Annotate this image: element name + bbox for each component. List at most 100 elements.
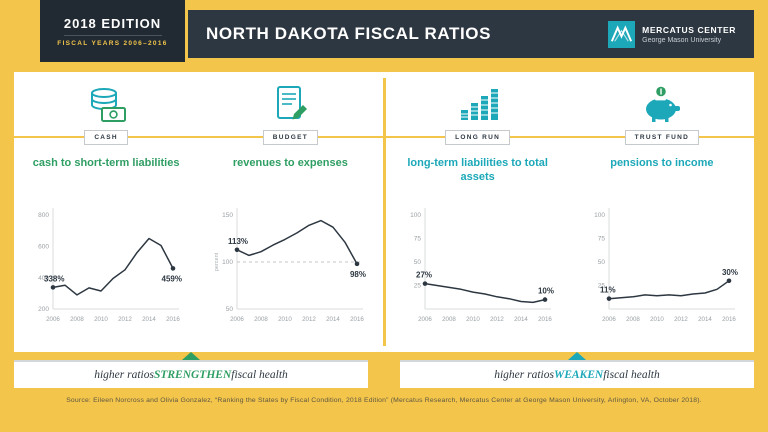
caption-prefix: higher ratios bbox=[94, 369, 154, 381]
panel-budget: BUDGET revenues to expenses 50 100 150 2006… bbox=[198, 80, 382, 352]
svg-text:2012: 2012 bbox=[490, 316, 504, 323]
cash-icon-svg bbox=[91, 88, 127, 122]
strengthen-half: CASH cash to short-term liabilities 200 4… bbox=[14, 72, 383, 352]
chart-title-trust-fund: pensions to income bbox=[610, 157, 714, 169]
category-chip-cash: CASH bbox=[84, 130, 128, 145]
chart-title-budget: revenues to expenses bbox=[232, 157, 348, 169]
category-chip-long-run: LONG RUN bbox=[445, 130, 511, 145]
strengthen-caption: higher ratios STRENGTHEN fiscal health bbox=[14, 352, 368, 388]
svg-text:800: 800 bbox=[38, 212, 49, 219]
svg-text:100: 100 bbox=[223, 259, 234, 266]
svg-text:2012: 2012 bbox=[674, 316, 688, 323]
svg-text:2016: 2016 bbox=[722, 316, 736, 323]
svg-text:98%: 98% bbox=[350, 270, 366, 279]
trust-fund-chart: 25 50 75 100 2006 2008 2010 2012 2014 2016 11% 30% bbox=[594, 208, 738, 323]
caption-prefix: higher ratios bbox=[494, 369, 554, 381]
category-chip-trust-fund: TRUST FUND bbox=[624, 130, 700, 145]
cash-chart: 200 400 600 800 2006 2008 2010 2012 2014 2016 338%… bbox=[38, 208, 182, 323]
svg-text:100: 100 bbox=[410, 212, 421, 219]
svg-text:2014: 2014 bbox=[142, 316, 156, 323]
svg-text:2008: 2008 bbox=[70, 316, 84, 323]
svg-text:150: 150 bbox=[223, 212, 234, 219]
source-citation: Source: Eileen Norcross and Olivia Gonza… bbox=[66, 397, 702, 404]
up-triangle-green-icon bbox=[182, 352, 200, 360]
weaken-caption: higher ratios WEAKEN fiscal health bbox=[400, 352, 754, 388]
footer-captions: higher ratios STRENGTHEN fiscal health h… bbox=[14, 352, 754, 388]
trust-fund-icon-svg bbox=[645, 86, 680, 122]
svg-text:2014: 2014 bbox=[698, 316, 712, 323]
edition-title: 2018 EDITION bbox=[63, 15, 162, 31]
svg-text:11%: 11% bbox=[600, 286, 616, 295]
svg-text:2008: 2008 bbox=[254, 316, 268, 323]
svg-text:75: 75 bbox=[598, 236, 606, 243]
logo-subtitle: George Mason University bbox=[642, 36, 722, 44]
panel-divider bbox=[382, 78, 386, 346]
svg-text:percent: percent bbox=[214, 252, 220, 271]
category-chip-budget: BUDGET bbox=[262, 130, 318, 145]
budget-chart: 50 100 150 2006 2008 2010 2012 2014 2016 percent 1… bbox=[214, 208, 366, 323]
svg-text:2008: 2008 bbox=[626, 316, 640, 323]
svg-text:2006: 2006 bbox=[602, 316, 616, 323]
long-run-icon-svg bbox=[460, 89, 498, 120]
svg-text:200: 200 bbox=[38, 306, 49, 313]
caption-verb-weaken: WEAKEN bbox=[553, 369, 604, 381]
panel-cash: CASH cash to short-term liabilities 200 4… bbox=[14, 80, 198, 352]
svg-text:25: 25 bbox=[598, 283, 606, 290]
svg-text:600: 600 bbox=[38, 244, 49, 251]
svg-text:2012: 2012 bbox=[302, 316, 316, 323]
svg-text:459%: 459% bbox=[162, 274, 182, 283]
cash-icon bbox=[84, 80, 128, 128]
svg-text:2008: 2008 bbox=[442, 316, 456, 323]
svg-text:100: 100 bbox=[594, 212, 605, 219]
svg-text:25: 25 bbox=[413, 283, 421, 290]
header: 2018 EDITION FISCAL YEARS 2006–2016 NORT… bbox=[0, 0, 768, 62]
caption-suffix: fiscal health bbox=[231, 369, 288, 381]
trust-fund-icon bbox=[640, 80, 684, 128]
svg-text:50: 50 bbox=[598, 259, 606, 266]
svg-text:30%: 30% bbox=[722, 268, 738, 277]
svg-text:2016: 2016 bbox=[538, 316, 552, 323]
svg-text:400: 400 bbox=[38, 275, 49, 282]
budget-icon-svg bbox=[277, 86, 308, 120]
svg-text:2012: 2012 bbox=[118, 316, 132, 323]
mercatus-logo: MERCATUS CENTER George Mason University bbox=[608, 20, 736, 48]
long-run-chart: 25 50 75 100 2006 2008 2010 2012 2014 2016 27% 10% bbox=[410, 208, 554, 323]
svg-text:2016: 2016 bbox=[166, 316, 180, 323]
page-title: NORTH DAKOTA FISCAL RATIOS bbox=[206, 24, 492, 43]
mercatus-logo-icon bbox=[608, 20, 636, 48]
panel-trust-fund: TRUST FUND pensions to income 25 50 75 100 2… bbox=[570, 80, 754, 352]
svg-text:2010: 2010 bbox=[278, 316, 292, 323]
budget-icon bbox=[270, 80, 310, 128]
caption-suffix: fiscal health bbox=[603, 369, 660, 381]
svg-text:2014: 2014 bbox=[326, 316, 340, 323]
chart-title-cash: cash to short-term liabilities bbox=[32, 157, 180, 169]
svg-text:113%: 113% bbox=[228, 237, 248, 246]
svg-text:2014: 2014 bbox=[514, 316, 528, 323]
svg-text:2006: 2006 bbox=[418, 316, 432, 323]
svg-text:2006: 2006 bbox=[230, 316, 244, 323]
edition-box: 2018 EDITION FISCAL YEARS 2006–2016 bbox=[40, 0, 185, 62]
svg-text:2010: 2010 bbox=[650, 316, 664, 323]
title-bar: NORTH DAKOTA FISCAL RATIOS MERCATUS CENT… bbox=[188, 10, 754, 58]
chart-title-long-run: long-term liabilities to total assets bbox=[407, 157, 548, 183]
weaken-half: LONG RUN long-term liabilities to total … bbox=[385, 72, 755, 352]
charts-panel: CASH cash to short-term liabilities 200 4… bbox=[14, 72, 754, 352]
caption-verb-strengthen: STRENGTHEN bbox=[153, 369, 232, 381]
up-triangle-teal-icon bbox=[568, 352, 586, 360]
svg-text:50: 50 bbox=[413, 259, 421, 266]
panel-long-run: LONG RUN long-term liabilities to total … bbox=[386, 80, 570, 352]
svg-text:27%: 27% bbox=[416, 271, 432, 280]
long-run-icon bbox=[456, 80, 500, 128]
edition-divider bbox=[63, 34, 162, 36]
svg-text:2010: 2010 bbox=[94, 316, 108, 323]
svg-text:2006: 2006 bbox=[46, 316, 60, 323]
svg-text:2010: 2010 bbox=[466, 316, 480, 323]
svg-text:338%: 338% bbox=[44, 274, 64, 283]
svg-text:75: 75 bbox=[413, 236, 421, 243]
svg-text:50: 50 bbox=[226, 306, 234, 313]
logo-text: MERCATUS CENTER George Mason University bbox=[642, 25, 736, 44]
logo-name: MERCATUS CENTER bbox=[642, 24, 736, 35]
svg-text:2016: 2016 bbox=[350, 316, 364, 323]
fiscal-years-label: FISCAL YEARS 2006–2016 bbox=[57, 39, 168, 47]
